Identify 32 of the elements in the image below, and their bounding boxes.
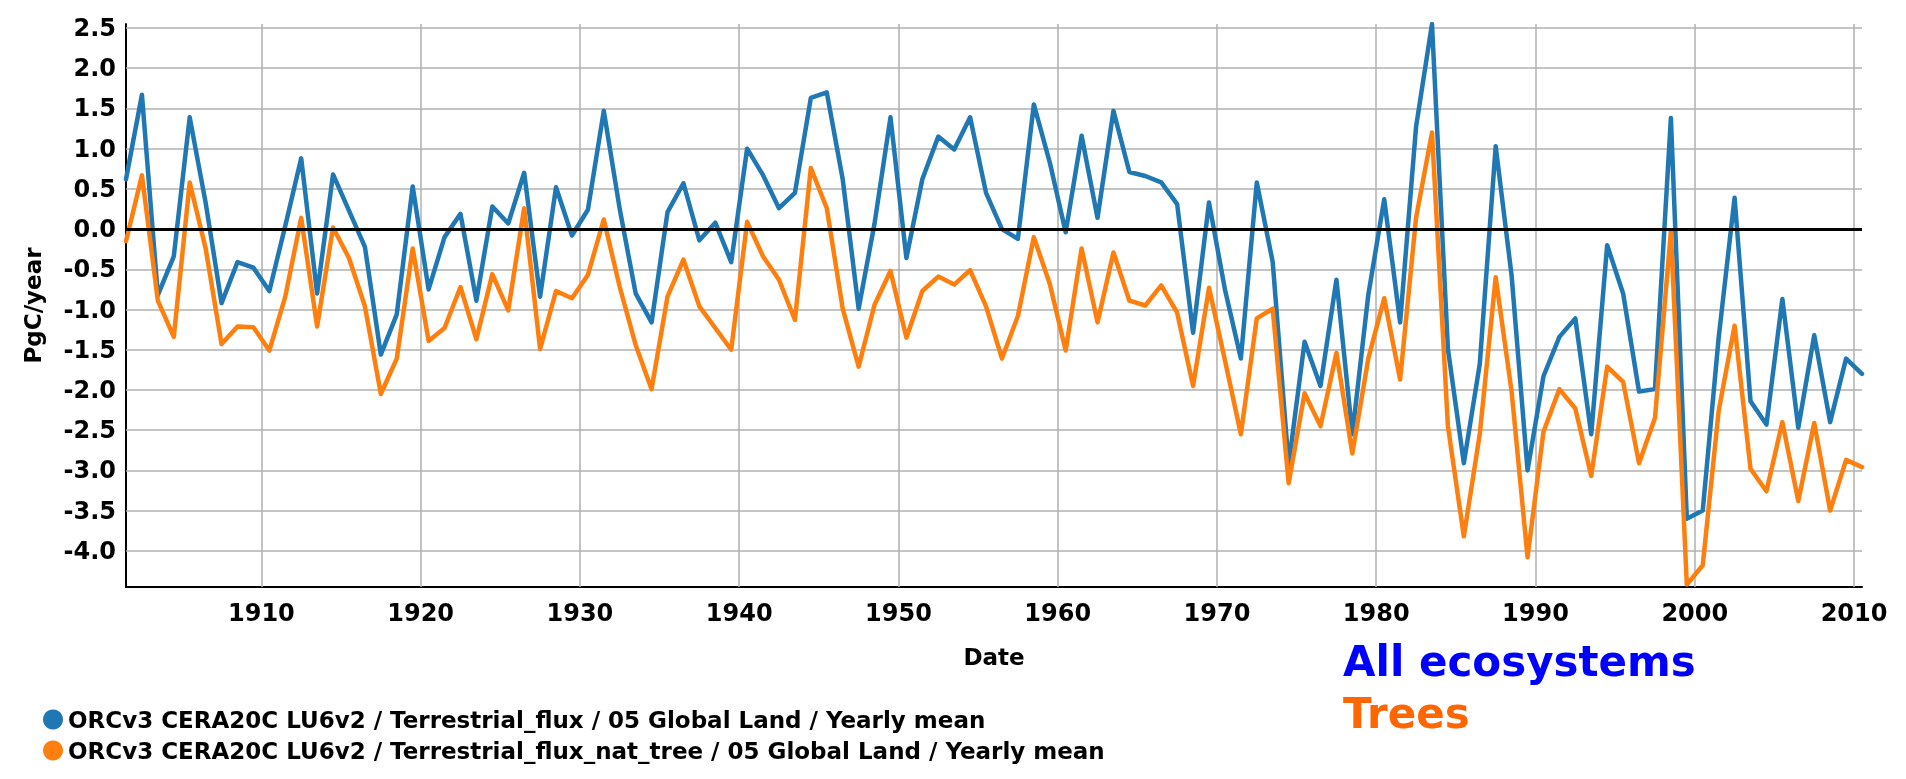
y-tick-label: 2.5 [73,14,116,43]
y-tick-label: 0.5 [73,174,116,203]
y-tick-label: -4.0 [63,536,116,565]
y-tick-label: -3.0 [63,456,116,485]
text: Trees [1343,688,1470,738]
y-tick-label: -3.5 [63,496,116,525]
x-tick-label: 2000 [1661,599,1729,627]
legend-label: ORCv3 CERA20C LU6v2 / Terrestrial_flux_nat_tree / 05 Global Land / Yearly mean [68,737,1105,764]
x-tick-label: 2010 [1820,599,1888,627]
y-axis-title: PgC/year [19,246,46,364]
x-tick-label: 1970 [1183,599,1251,627]
x-tick-label: 1990 [1502,599,1569,627]
x-tick-label: 1980 [1342,599,1410,627]
y-tick-label: 2.0 [73,54,116,83]
y-tick-label: -0.5 [63,255,116,284]
y-tick-label: -1.5 [63,335,116,364]
y-tick-label: 1.0 [73,134,116,163]
x-axis-title: Date [963,643,1025,670]
legend-label: ORCv3 CERA20C LU6v2 / Terrestrial_flux / 05 Global Land / Yearly mean [68,706,986,733]
x-tick-label: 1920 [387,599,455,627]
x-tick-label: 1960 [1024,599,1092,627]
y-tick-label: -1.0 [63,295,116,324]
y-tick-label: -2.0 [63,375,116,404]
x-tick-label: 1910 [227,599,295,627]
text: All ecosystems [1343,636,1696,686]
x-tick-label: 1930 [546,599,614,627]
x-tick-label: 1950 [865,599,932,627]
x-tick-label: 1940 [705,599,773,627]
line-series [123,21,1865,521]
y-tick-label: 0.0 [73,215,116,244]
y-tick-label: 1.5 [73,94,116,123]
y-tick-label: -2.5 [63,416,116,445]
